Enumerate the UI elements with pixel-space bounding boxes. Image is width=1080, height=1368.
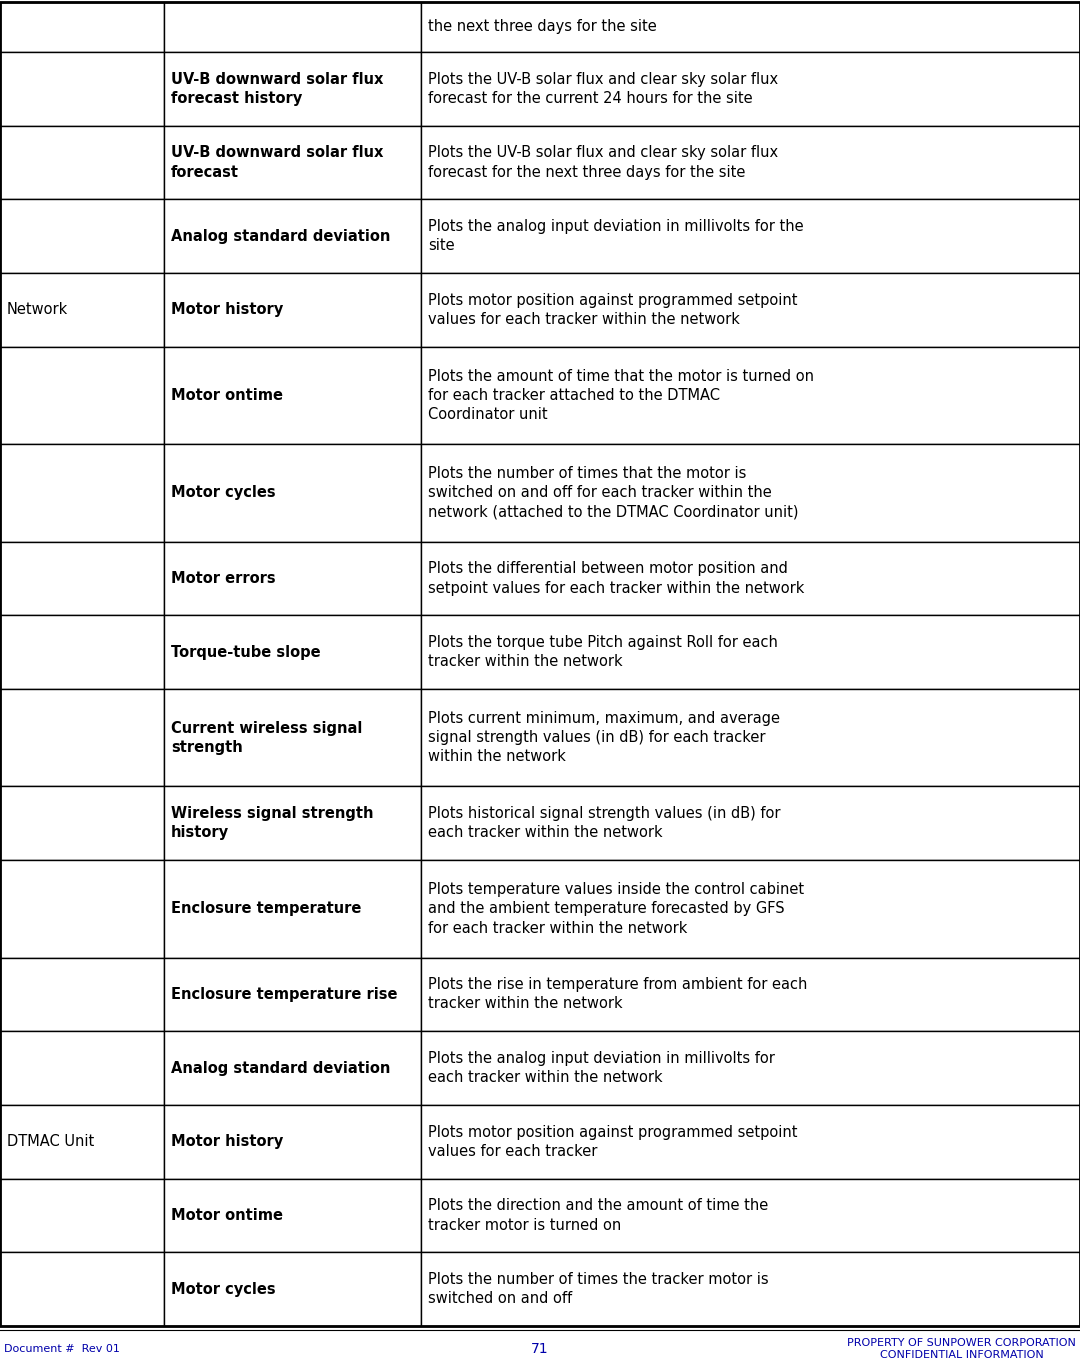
Text: Plots the number of times the tracker motor is
switched on and off: Plots the number of times the tracker mo… — [428, 1272, 769, 1306]
Bar — [164, 542, 421, 616]
Text: Motor cycles: Motor cycles — [171, 1282, 275, 1297]
Text: UV-B downward solar flux
forecast: UV-B downward solar flux forecast — [171, 145, 383, 179]
Text: Plots the torque tube Pitch against Roll for each
tracker within the network: Plots the torque tube Pitch against Roll… — [428, 635, 778, 669]
Bar — [0, 1031, 164, 1105]
Bar — [421, 958, 1080, 1031]
Bar — [164, 200, 421, 274]
Bar — [421, 542, 1080, 616]
Bar — [0, 860, 164, 958]
Text: Plots the UV-B solar flux and clear sky solar flux
forecast for the current 24 h: Plots the UV-B solar flux and clear sky … — [428, 71, 779, 105]
Bar — [164, 1031, 421, 1105]
Bar — [0, 445, 164, 542]
Bar — [0, 958, 164, 1031]
Text: Current wireless signal
strength: Current wireless signal strength — [171, 721, 363, 755]
Text: Plots the direction and the amount of time the
tracker motor is turned on: Plots the direction and the amount of ti… — [428, 1198, 769, 1233]
Bar — [164, 860, 421, 958]
Text: Torque-tube slope: Torque-tube slope — [171, 644, 321, 659]
Bar — [0, 542, 164, 616]
Bar — [164, 689, 421, 787]
Bar — [164, 346, 421, 445]
Text: Plots temperature values inside the control cabinet
and the ambient temperature : Plots temperature values inside the cont… — [428, 882, 805, 936]
Bar — [421, 126, 1080, 200]
Bar — [0, 346, 164, 445]
Bar — [164, 787, 421, 860]
Text: Motor history: Motor history — [171, 1134, 283, 1149]
Bar — [0, 689, 164, 787]
Text: Plots motor position against programmed setpoint
values for each tracker: Plots motor position against programmed … — [428, 1124, 798, 1159]
Bar — [164, 445, 421, 542]
Text: Plots historical signal strength values (in dB) for
each tracker within the netw: Plots historical signal strength values … — [428, 806, 781, 840]
Bar — [421, 1031, 1080, 1105]
Text: Plots the number of times that the motor is
switched on and off for each tracker: Plots the number of times that the motor… — [428, 466, 799, 520]
Text: Plots the differential between motor position and
setpoint values for each track: Plots the differential between motor pos… — [428, 561, 805, 595]
Bar — [421, 1179, 1080, 1252]
Bar — [164, 1105, 421, 1179]
Text: Document #  Rev 01: Document # Rev 01 — [4, 1343, 120, 1354]
Bar — [0, 1, 164, 52]
Text: Motor errors: Motor errors — [171, 570, 275, 586]
Text: Analog standard deviation: Analog standard deviation — [171, 1060, 391, 1075]
Text: PROPERTY OF SUNPOWER CORPORATION
CONFIDENTIAL INFORMATION: PROPERTY OF SUNPOWER CORPORATION CONFIDE… — [847, 1338, 1076, 1360]
Bar — [0, 274, 164, 346]
Bar — [0, 1252, 164, 1326]
Bar — [0, 616, 164, 689]
Bar — [164, 274, 421, 346]
Bar — [0, 52, 164, 126]
Bar — [421, 1105, 1080, 1179]
Bar — [421, 274, 1080, 346]
Text: Motor ontime: Motor ontime — [171, 1208, 283, 1223]
Text: the next three days for the site: the next three days for the site — [428, 19, 657, 34]
Bar — [164, 1, 421, 52]
Bar — [164, 1179, 421, 1252]
Text: Wireless signal strength
history: Wireless signal strength history — [171, 806, 374, 840]
Bar — [421, 860, 1080, 958]
Text: Network: Network — [6, 302, 68, 317]
Text: Analog standard deviation: Analog standard deviation — [171, 228, 391, 244]
Text: Plots motor position against programmed setpoint
values for each tracker within : Plots motor position against programmed … — [428, 293, 798, 327]
Bar — [164, 1252, 421, 1326]
Bar — [421, 346, 1080, 445]
Bar — [0, 126, 164, 200]
Text: Plots the amount of time that the motor is turned on
for each tracker attached t: Plots the amount of time that the motor … — [428, 369, 814, 423]
Text: Enclosure temperature: Enclosure temperature — [171, 902, 362, 917]
Text: UV-B downward solar flux
forecast history: UV-B downward solar flux forecast histor… — [171, 71, 383, 105]
Text: 71: 71 — [531, 1342, 549, 1356]
Bar — [0, 787, 164, 860]
Bar — [0, 200, 164, 274]
Bar — [421, 616, 1080, 689]
Bar — [164, 126, 421, 200]
Bar — [164, 52, 421, 126]
Bar — [421, 200, 1080, 274]
Text: Plots the UV-B solar flux and clear sky solar flux
forecast for the next three d: Plots the UV-B solar flux and clear sky … — [428, 145, 779, 179]
Text: Motor ontime: Motor ontime — [171, 389, 283, 404]
Bar — [164, 958, 421, 1031]
Text: Plots current minimum, maximum, and average
signal strength values (in dB) for e: Plots current minimum, maximum, and aver… — [428, 711, 780, 765]
Text: Enclosure temperature rise: Enclosure temperature rise — [171, 986, 397, 1001]
Bar — [0, 1179, 164, 1252]
Text: Plots the analog input deviation in millivolts for
each tracker within the netwo: Plots the analog input deviation in mill… — [428, 1051, 775, 1085]
Text: DTMAC Unit: DTMAC Unit — [6, 1134, 94, 1149]
Bar — [421, 787, 1080, 860]
Bar — [421, 1252, 1080, 1326]
Bar — [421, 445, 1080, 542]
Bar — [164, 616, 421, 689]
Bar — [0, 1105, 164, 1179]
Bar — [421, 52, 1080, 126]
Text: Motor history: Motor history — [171, 302, 283, 317]
Text: Plots the rise in temperature from ambient for each
tracker within the network: Plots the rise in temperature from ambie… — [428, 977, 808, 1011]
Text: Motor cycles: Motor cycles — [171, 486, 275, 501]
Bar — [421, 689, 1080, 787]
Text: Plots the analog input deviation in millivolts for the
site: Plots the analog input deviation in mill… — [428, 219, 804, 253]
Bar — [421, 1, 1080, 52]
